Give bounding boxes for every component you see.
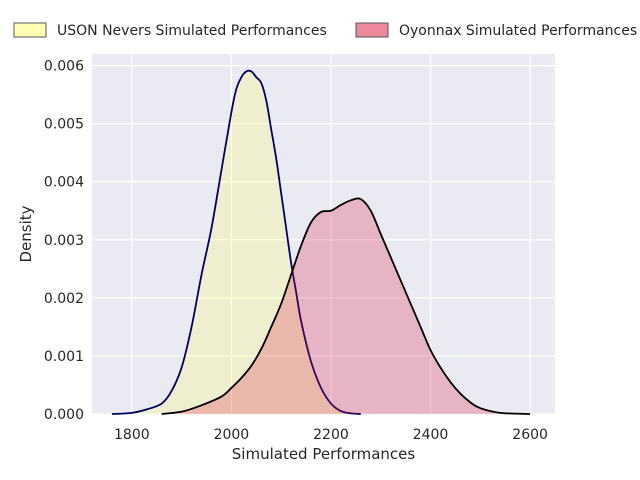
y-tick-label: 0.006 (44, 59, 84, 75)
y-tick-label: 0.001 (44, 349, 84, 365)
y-tick-label: 0.005 (44, 117, 84, 133)
x-axis-title: Simulated Performances (232, 445, 416, 463)
y-axis-ticks: 0.000 0.001 0.002 0.003 0.004 0.005 0.006 (44, 59, 84, 423)
legend-swatch-0 (13, 22, 47, 38)
legend-label-0: USON Nevers Simulated Performances (57, 23, 327, 39)
series-line-0 (111, 69, 361, 415)
x-tick-label: 2400 (413, 427, 449, 443)
legend-swatch-1 (355, 22, 389, 38)
plot-background (92, 54, 555, 414)
y-tick-label: 0.002 (44, 291, 84, 307)
y-tick-label: 0.004 (44, 175, 84, 191)
x-tick-label: 2600 (512, 427, 548, 443)
x-tick-label: 2000 (214, 427, 250, 443)
x-tick-label: 2200 (313, 427, 349, 443)
x-axis-ticks: 1800 2000 2200 2400 2600 (114, 427, 548, 443)
x-tick-label: 1800 (114, 427, 150, 443)
y-axis-title: Density (17, 205, 35, 262)
grid (92, 54, 555, 415)
y-tick-label: 0.000 (44, 407, 84, 423)
series-layer (111, 69, 531, 415)
series-line-1 (161, 197, 531, 415)
legend-label-1: Oyonnax Simulated Performances (399, 23, 637, 39)
series-area-1 (161, 198, 531, 414)
legend: USON Nevers Simulated Performances Oyonna… (13, 22, 637, 39)
y-tick-label: 0.003 (44, 233, 84, 249)
series-area-0 (111, 70, 361, 414)
